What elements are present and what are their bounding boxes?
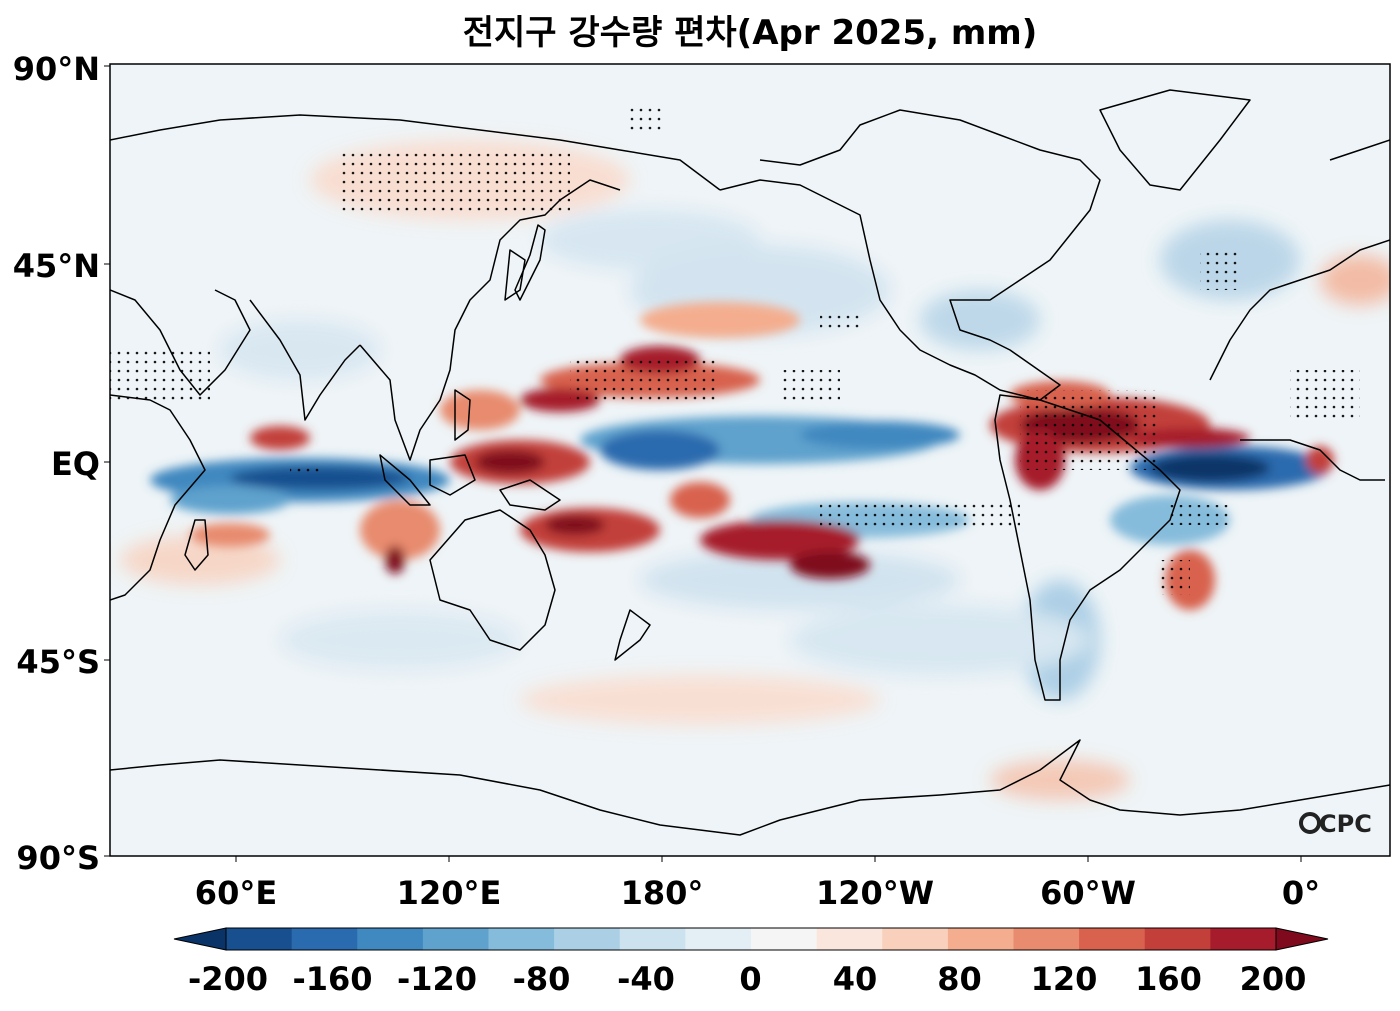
lat-tick-label: 90°S [16, 839, 100, 877]
lon-tick-label: 120°W [816, 874, 934, 912]
colorbar-segment [1079, 928, 1146, 950]
colorbar-segment [816, 928, 883, 950]
cpc-logo-text: CPC [1319, 810, 1372, 838]
colorbar-tick-label: 160 [1135, 960, 1202, 998]
lon-tick-label: 120°E [397, 874, 502, 912]
colorbar-extend-low [173, 927, 227, 951]
map-frame [109, 63, 1391, 857]
colorbar-tick-label: 0 [739, 960, 761, 998]
colorbar-segment [226, 928, 293, 950]
colorbar-segment [554, 928, 621, 950]
lon-tick-label: 60°W [1040, 874, 1136, 912]
anomaly-field [120, 140, 1390, 800]
colorbar-segment [882, 928, 949, 950]
lon-tick-label: 60°E [195, 874, 277, 912]
colorbar-segment [488, 928, 555, 950]
lat-axis: 90°N 45°N EQ 45°S 90°S [13, 50, 110, 877]
colorbar-segment [357, 928, 424, 950]
colorbar-tick-label: 120 [1031, 960, 1098, 998]
colorbar-tick-label: -120 [397, 960, 477, 998]
lon-tick-label: 180° [621, 874, 704, 912]
colorbar-segment [947, 928, 1014, 950]
colorbar: -200 -160 -120 -80 -40 0 40 80 120 160 200 [173, 927, 1329, 998]
colorbar-segment [751, 928, 818, 950]
map-panel: CPC [110, 64, 1390, 856]
lat-tick-label: 90°N [13, 50, 100, 88]
lat-tick-label: 45°S [16, 643, 100, 681]
colorbar-segment [291, 928, 358, 950]
colorbar-segment [1013, 928, 1080, 950]
colorbar-segment [422, 928, 489, 950]
colorbar-frame [225, 927, 1277, 951]
colorbar-tick-label: 40 [833, 960, 878, 998]
colorbar-segment [685, 928, 752, 950]
colorbar-tick-label: -40 [617, 960, 675, 998]
colorbar-tick-label: -80 [513, 960, 571, 998]
colorbar-extend-high [1275, 927, 1329, 951]
lat-tick-label: EQ [51, 445, 100, 483]
lon-tick-label: 0° [1282, 874, 1320, 912]
significance-stippling [110, 105, 1360, 595]
colorbar-tick-label: 200 [1240, 960, 1307, 998]
colorbar-tick-label: 80 [937, 960, 982, 998]
coastlines [110, 89, 1390, 836]
lat-tick-label: 45°N [13, 247, 100, 285]
cpc-logo: CPC [1299, 810, 1372, 838]
colorbar-segment [1144, 928, 1211, 950]
colorbar-segment [619, 928, 686, 950]
lon-axis: 60°E 120°E 180° 120°W 60°W 0° [195, 856, 1320, 912]
figure-title: 전지구 강수량 편차(Apr 2025, mm) [463, 13, 1038, 53]
colorbar-tick-label: -160 [292, 960, 372, 998]
colorbar-tick-label: -200 [188, 960, 268, 998]
colorbar-segment [1210, 928, 1277, 950]
